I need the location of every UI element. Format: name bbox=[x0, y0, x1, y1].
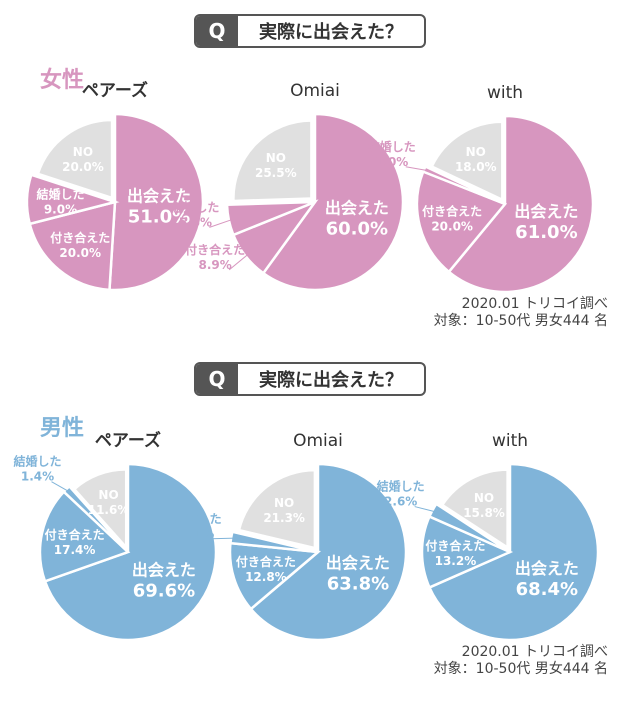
slice-label: 結婚した bbox=[13, 454, 61, 469]
pie-slice bbox=[36, 118, 114, 200]
slice-value: 17.4% bbox=[54, 543, 96, 557]
pie-title: with bbox=[492, 431, 528, 451]
pie-slice bbox=[43, 462, 218, 642]
pie-slice bbox=[415, 169, 508, 274]
pie-title: ペアーズ bbox=[95, 430, 161, 451]
slice-value: 12.8% bbox=[245, 570, 287, 584]
pie-slice bbox=[28, 200, 117, 292]
slice-label: NO bbox=[274, 496, 294, 510]
leader-line bbox=[51, 481, 70, 493]
slice-label: 付き合えた bbox=[422, 204, 482, 219]
slice-value: 21.3% bbox=[263, 511, 305, 525]
source-note-female: 2020.01 トリコイ調べ 対象：10-50代 男女444 名 bbox=[434, 296, 608, 330]
pie-slice bbox=[427, 502, 511, 554]
slice-value: 20.0% bbox=[431, 220, 473, 234]
question-text: 実際に出会えた？ bbox=[259, 22, 403, 43]
slice-label: 結婚した bbox=[174, 511, 222, 526]
slice-value: 11.6% bbox=[88, 503, 130, 517]
question-text: 実際に出会えた？ bbox=[259, 370, 403, 391]
leader-line bbox=[209, 218, 233, 228]
slice-value: 20.0% bbox=[59, 246, 101, 260]
leader-line bbox=[211, 537, 236, 540]
pie-title: Omiai bbox=[293, 431, 343, 451]
slice-label: NO bbox=[474, 491, 494, 505]
slice-label: 出会えた bbox=[132, 560, 196, 579]
slice-label: 出会えた bbox=[514, 202, 578, 221]
slice-value: 63.8% bbox=[327, 573, 389, 594]
slice-value: 1.4% bbox=[21, 470, 54, 484]
slice-label: NO bbox=[466, 145, 486, 159]
slice-label: NO bbox=[266, 151, 286, 165]
slice-label: 結婚した bbox=[171, 199, 219, 214]
slice-label: NO bbox=[98, 488, 118, 502]
slice-label: 出会えた bbox=[127, 186, 191, 205]
pie-slice bbox=[38, 489, 131, 583]
slice-value: 1.0% bbox=[375, 155, 408, 169]
slice-value: 2.6% bbox=[384, 495, 417, 509]
pie-slice bbox=[430, 120, 504, 202]
pie-title: ペアーズ bbox=[82, 80, 148, 101]
pie-slice bbox=[229, 530, 319, 554]
pie-slice bbox=[420, 514, 514, 590]
pie-title: Omiai bbox=[290, 81, 340, 101]
slice-label: 付き合えた bbox=[185, 242, 245, 257]
pie-slice bbox=[62, 484, 129, 553]
slice-value: 13.2% bbox=[435, 554, 477, 568]
slice-value: 2.1% bbox=[181, 527, 214, 541]
slice-value: 68.4% bbox=[516, 579, 578, 600]
slice-value: 8.9% bbox=[199, 258, 232, 272]
slice-label: 結婚した bbox=[36, 186, 84, 201]
gender-label-female: 女性 bbox=[40, 68, 85, 93]
slice-label: 出会えた bbox=[515, 559, 579, 578]
slice-value: 18.0% bbox=[455, 160, 497, 174]
pie-slice bbox=[108, 112, 205, 292]
slice-label: NO bbox=[73, 145, 93, 159]
slice-value: 15.8% bbox=[463, 506, 505, 520]
question-header-female: Q 実際に出会えた？ bbox=[194, 14, 426, 48]
slice-label: 結婚した bbox=[377, 479, 425, 494]
slice-value: 9.0% bbox=[44, 202, 77, 216]
slice-label: 出会えた bbox=[326, 553, 390, 572]
source-line: 対象：10-50代 男女444 名 bbox=[433, 661, 608, 677]
leader-line bbox=[228, 253, 250, 271]
pie-slice bbox=[237, 468, 317, 550]
pie-slice bbox=[447, 114, 595, 294]
pie-slice bbox=[440, 468, 509, 550]
source-note-male: 2020.01 トリコイ調べ 対象：10-50代 男女444 名 bbox=[434, 644, 608, 678]
question-header-male: Q 実際に出会えた？ bbox=[194, 362, 426, 396]
slice-label: 付き合えた bbox=[425, 538, 485, 553]
slice-value: 51.0% bbox=[128, 206, 190, 227]
slice-value: 69.6% bbox=[133, 580, 195, 601]
slice-value: 20.0% bbox=[62, 160, 104, 174]
question-badge: Q bbox=[196, 16, 238, 46]
pie-slice bbox=[249, 462, 408, 642]
source-line: 2020.01 トリコイ調べ bbox=[461, 644, 608, 660]
leader-line bbox=[405, 166, 428, 172]
slice-value: 5.6% bbox=[179, 215, 212, 229]
pie-slice bbox=[421, 164, 506, 206]
pie-slice bbox=[25, 173, 120, 226]
question-badge: Q bbox=[196, 364, 238, 394]
pie-slice bbox=[261, 112, 405, 292]
slice-label: 付き合えた bbox=[50, 230, 110, 245]
slice-value: 61.0% bbox=[515, 222, 577, 243]
slice-value: 25.5% bbox=[255, 166, 297, 180]
source-line: 2020.01 トリコイ調べ bbox=[461, 296, 608, 312]
slice-label: 結婚した bbox=[368, 139, 416, 154]
slice-value: 60.0% bbox=[326, 219, 388, 240]
pie-slice bbox=[228, 541, 322, 611]
gender-label-male: 男性 bbox=[40, 416, 85, 441]
pie-slice bbox=[72, 468, 128, 551]
slice-label: 出会えた bbox=[325, 199, 389, 218]
source-line: 対象：10-50代 男女444 名 bbox=[433, 313, 608, 329]
pie-slice bbox=[232, 119, 313, 203]
slice-label: 付き合えた bbox=[45, 527, 105, 542]
pie-slice bbox=[427, 462, 600, 642]
pie-title: with bbox=[487, 83, 523, 103]
slice-label: 付き合えた bbox=[236, 554, 296, 569]
leader-line bbox=[414, 506, 437, 513]
